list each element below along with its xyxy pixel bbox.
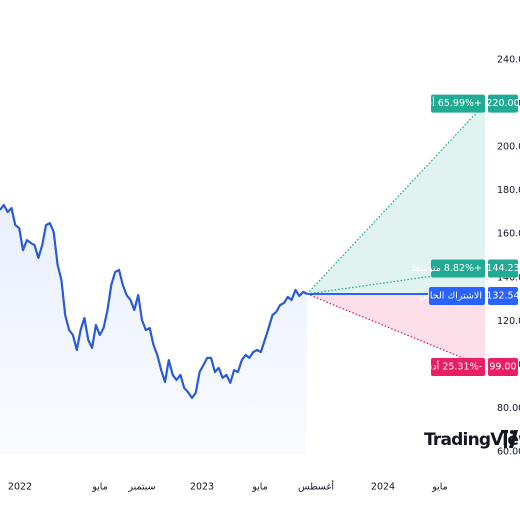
y-tick-label: 120.00 (497, 316, 520, 327)
value-label: 144.23 (486, 263, 519, 274)
watermark: TradingView (424, 430, 520, 450)
text-box (431, 259, 485, 278)
x-tick-label: 2022 (8, 482, 32, 493)
y-tick-label: 240.00 (497, 55, 520, 66)
text-label: -25.31% أدنى (422, 360, 482, 373)
x-tick-label: مايو (251, 482, 268, 493)
y-tick-label: 60.00 (497, 446, 520, 457)
price (0, 203, 308, 399)
text-label: +8.82% متوسط (411, 263, 482, 274)
value-box (488, 358, 518, 377)
x-tick-label: مايو (431, 482, 448, 493)
logo-part (504, 430, 507, 448)
value-box (488, 286, 518, 305)
x-tick-label: 2024 (371, 482, 395, 493)
x-tick-label: 2023 (190, 482, 214, 493)
text-label: الاشتراك الحالي (419, 290, 482, 301)
value-box (488, 94, 518, 113)
x-tick-label: أغسطس (298, 480, 334, 493)
value-label: 132.54 (486, 290, 519, 301)
value-label: 220.00 (486, 98, 519, 109)
y-tick-label: 200.00 (497, 142, 520, 153)
x-tick-label: سبتمبر (127, 482, 155, 493)
text-box (429, 286, 485, 305)
max-line (306, 103, 486, 295)
logo-part (510, 430, 514, 434)
y-tick-label: 140.00 (497, 272, 520, 283)
x-tick-label: مايو (91, 482, 108, 493)
forecast: 220.00 +65.99% أقصى 144.23 +8.82% متوسط 132.… (306, 94, 520, 377)
y-tick-label: 180.00 (497, 185, 520, 196)
y-tick-label: 80.00 (497, 403, 520, 414)
text-box (431, 358, 485, 377)
price-area (0, 205, 307, 455)
price-line (0, 203, 308, 399)
logo-part (509, 430, 518, 448)
y-tick-label: 160.00 (497, 229, 520, 240)
value-label: 99.00 (489, 362, 516, 373)
min-line (306, 293, 486, 368)
text-label: +65.99% أقصى (411, 96, 482, 109)
value-box (488, 259, 518, 278)
logo: TradingView (424, 430, 520, 450)
text-box (431, 94, 485, 113)
